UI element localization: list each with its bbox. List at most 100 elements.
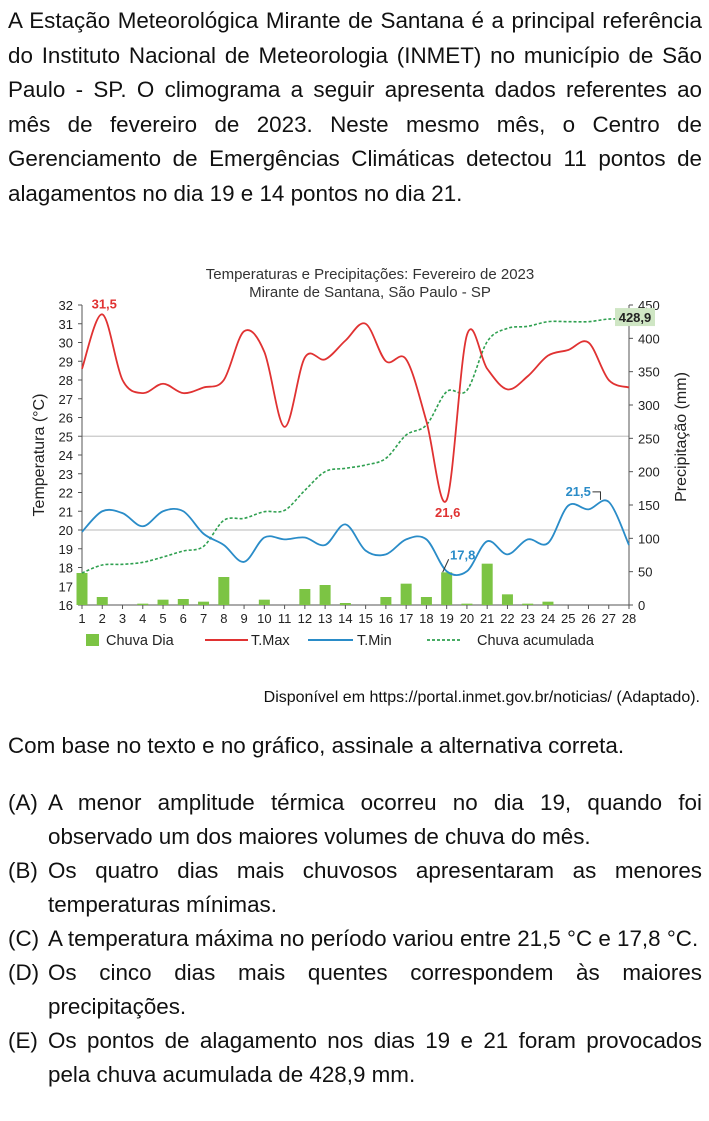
x-tick-label: 6: [180, 611, 187, 626]
x-tick-label: 15: [358, 611, 372, 626]
y2-tick-label: 200: [638, 465, 660, 480]
annotation-acumulada-total: 428,9: [619, 310, 652, 325]
x-tick-label: 13: [318, 611, 332, 626]
alternative-letter: (E): [8, 1028, 38, 1053]
alternative-text: Os cinco dias mais quentes correspondem …: [48, 960, 702, 1019]
y2-tick-label: 250: [638, 431, 660, 446]
y2-tick-label: 300: [638, 398, 660, 413]
chuva-dia-bar: [258, 599, 270, 605]
x-tick-label: 14: [338, 611, 352, 626]
y2-tick-label: 350: [638, 365, 660, 380]
legend-label: T.Max: [251, 633, 290, 649]
y2-axis-label: Precipitação (mm): [673, 372, 690, 502]
y-tick-label: 27: [59, 392, 73, 407]
alternative-letter: (C): [8, 926, 40, 951]
legend-label: Chuva acumulada: [477, 633, 595, 649]
chuva-dia-bar: [501, 594, 513, 605]
chuva-dia-bar: [542, 601, 554, 605]
y2-tick-label: 150: [638, 498, 660, 513]
annotation-tmax-low: 21,6: [435, 505, 460, 520]
x-tick-label: 12: [298, 611, 312, 626]
x-tick-label: 5: [159, 611, 166, 626]
chuva-dia-bar: [420, 597, 432, 605]
chuva-dia-bar: [380, 597, 392, 605]
alternative-text: Os pontos de alagamento nos dias 19 e 21…: [48, 1028, 702, 1087]
x-tick-label: 19: [439, 611, 453, 626]
x-tick-label: 25: [561, 611, 575, 626]
alternatives-list: (A) A menor amplitude térmica ocorreu no…: [8, 786, 702, 1092]
annotation-leader: [442, 559, 450, 573]
legend-label: T.Min: [357, 633, 392, 649]
alternative-b[interactable]: (B) Os quatro dias mais chuvosos apresen…: [8, 854, 702, 922]
x-tick-label: 7: [200, 611, 207, 626]
chuva-dia-bar: [339, 603, 351, 605]
y-tick-label: 28: [59, 373, 73, 388]
chuva-dia-bar: [481, 563, 493, 605]
chart-subtitle: Mirante de Santana, São Paulo - SP: [249, 284, 491, 301]
x-tick-label: 11: [278, 611, 292, 626]
chuva-dia-bar: [522, 603, 534, 605]
y-tick-label: 22: [59, 486, 73, 501]
x-tick-label: 9: [240, 611, 247, 626]
alternative-letter: (A): [8, 790, 38, 815]
chuva-dia-bar: [137, 603, 149, 605]
y-tick-label: 16: [59, 598, 73, 613]
x-tick-label: 16: [379, 611, 393, 626]
chuva-dia-bar: [299, 589, 311, 605]
y2-tick-label: 100: [638, 531, 660, 546]
annotation-tmin-low: 17,8: [450, 547, 475, 562]
y-tick-label: 23: [59, 467, 73, 482]
x-tick-label: 18: [419, 611, 433, 626]
chart-title: Temperaturas e Precipitações: Fevereiro …: [206, 266, 535, 283]
x-tick-label: 3: [119, 611, 126, 626]
alternative-text: Os quatro dias mais chuvosos apresentara…: [48, 858, 702, 917]
tmax-line: [81, 313, 630, 503]
chuva-dia-bar: [400, 583, 412, 605]
alternative-e[interactable]: (E) Os pontos de alagamento nos dias 19 …: [8, 1024, 702, 1092]
question-text: Com base no texto e no gráfico, assinale…: [8, 733, 625, 758]
x-tick-label: 28: [622, 611, 636, 626]
y-tick-label: 18: [59, 561, 73, 576]
y2-tick-label: 400: [638, 331, 660, 346]
y-tick-label: 31: [59, 317, 73, 332]
y2-tick-label: 0: [638, 598, 645, 613]
legend-swatch-chuva-dia: [86, 634, 99, 646]
tmin-line: [81, 499, 630, 577]
legend-label: Chuva Dia: [106, 633, 175, 649]
intro-text: A Estação Meteorológica Mirante de Santa…: [8, 8, 702, 206]
y-tick-label: 30: [59, 336, 73, 351]
alternative-c[interactable]: (C) A temperatura máxima no período vari…: [8, 922, 702, 956]
chuva-dia-bar: [441, 572, 453, 605]
x-tick-label: 17: [399, 611, 413, 626]
alternative-text: A menor amplitude térmica ocorreu no dia…: [48, 790, 702, 849]
y-tick-label: 29: [59, 354, 73, 369]
chuva-dia-bar: [76, 573, 88, 605]
y-tick-label: 17: [59, 579, 73, 594]
x-tick-label: 24: [541, 611, 555, 626]
annotation-leader: [592, 491, 601, 500]
chuva-dia-bar: [177, 599, 189, 605]
chuva-dia-bar: [461, 603, 473, 605]
alternative-d[interactable]: (D) Os cinco dias mais quentes correspon…: [8, 956, 702, 1024]
x-tick-label: 20: [460, 611, 474, 626]
y-axis-label: Temperatura (°C): [31, 394, 48, 517]
climogram-chart: Temperaturas e Precipitações: Fevereiro …: [31, 266, 690, 649]
annotation-tmin-high: 21,5: [566, 484, 591, 499]
x-tick-label: 27: [602, 611, 616, 626]
x-tick-label: 22: [500, 611, 514, 626]
x-tick-label: 1: [78, 611, 85, 626]
chuva-dia-bar: [218, 577, 230, 605]
x-tick-label: 2: [99, 611, 106, 626]
x-tick-label: 10: [257, 611, 271, 626]
x-tick-label: 4: [139, 611, 146, 626]
y-tick-label: 19: [59, 542, 73, 557]
y2-tick-label: 50: [638, 565, 652, 580]
x-tick-label: 26: [581, 611, 595, 626]
chuva-dia-bar: [198, 601, 210, 605]
annotation-tmax-peak: 31,5: [92, 296, 117, 311]
chuva-dia-bar: [96, 597, 108, 605]
alternative-a[interactable]: (A) A menor amplitude térmica ocorreu no…: [8, 786, 702, 854]
y-tick-label: 20: [59, 523, 73, 538]
y-tick-label: 32: [59, 298, 73, 313]
y-tick-label: 26: [59, 411, 73, 426]
